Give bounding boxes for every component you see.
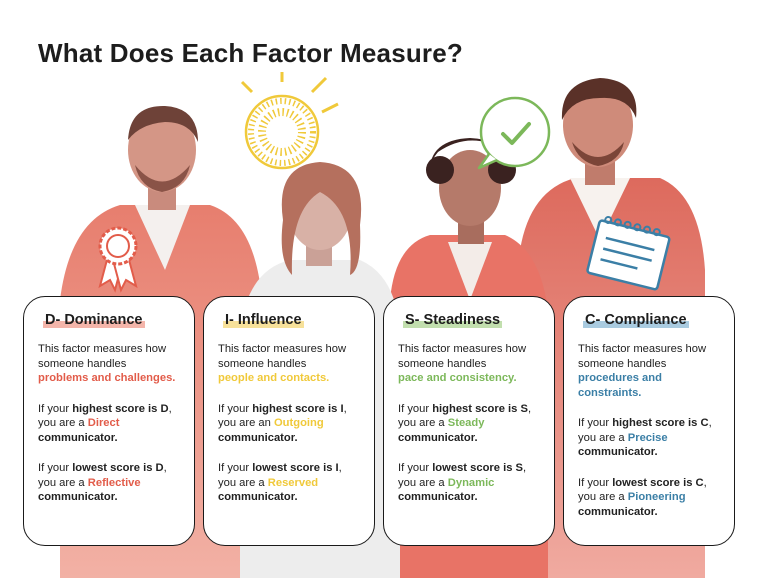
page-title: What Does Each Factor Measure? <box>38 38 463 68</box>
card-lowest-score: If your lowest score is D, you are a Ref… <box>38 462 167 503</box>
card-highest-score: If your highest score is D, you are a Di… <box>38 402 172 444</box>
card-heading-compliance: C- Compliance <box>583 312 689 328</box>
card-heading-influence: I- Influence <box>223 312 304 328</box>
card-lowest-score: If your lowest score is I, you are a Res… <box>218 462 342 503</box>
card-description: This factor measures how someone handles… <box>578 343 707 399</box>
card-heading-dominance: D- Dominance <box>43 312 145 328</box>
card-heading-steadiness: S- Steadiness <box>403 312 503 328</box>
award-ribbon-icon <box>98 226 138 293</box>
card-compliance: C- Compliance This factor measures how s… <box>563 296 735 546</box>
card-highest-score: If your highest score is C, you are a Pr… <box>578 417 712 458</box>
card-lowest-score: If your lowest score is S, you are a Dyn… <box>398 462 527 503</box>
notepad-icon <box>586 215 671 291</box>
card-influence: I- Influence This factor measures how so… <box>203 296 375 546</box>
lightbulb-sun-icon <box>240 72 339 170</box>
card-dominance: D- Dominance This factor measures how so… <box>23 296 195 546</box>
card-description: This factor measures how someone handles… <box>398 343 527 384</box>
card-highest-score: If your highest score is I, you are an O… <box>218 402 347 444</box>
card-steadiness: S- Steadiness This factor measures how s… <box>383 296 555 546</box>
card-description: This factor measures how someone handles… <box>38 343 176 384</box>
card-description: This factor measures how someone handles… <box>218 343 347 384</box>
check-speech-bubble-icon <box>477 96 551 170</box>
card-highest-score: If your highest score is S, you are a St… <box>398 402 532 444</box>
card-lowest-score: If your lowest score is C, you are a Pio… <box>578 476 707 518</box>
